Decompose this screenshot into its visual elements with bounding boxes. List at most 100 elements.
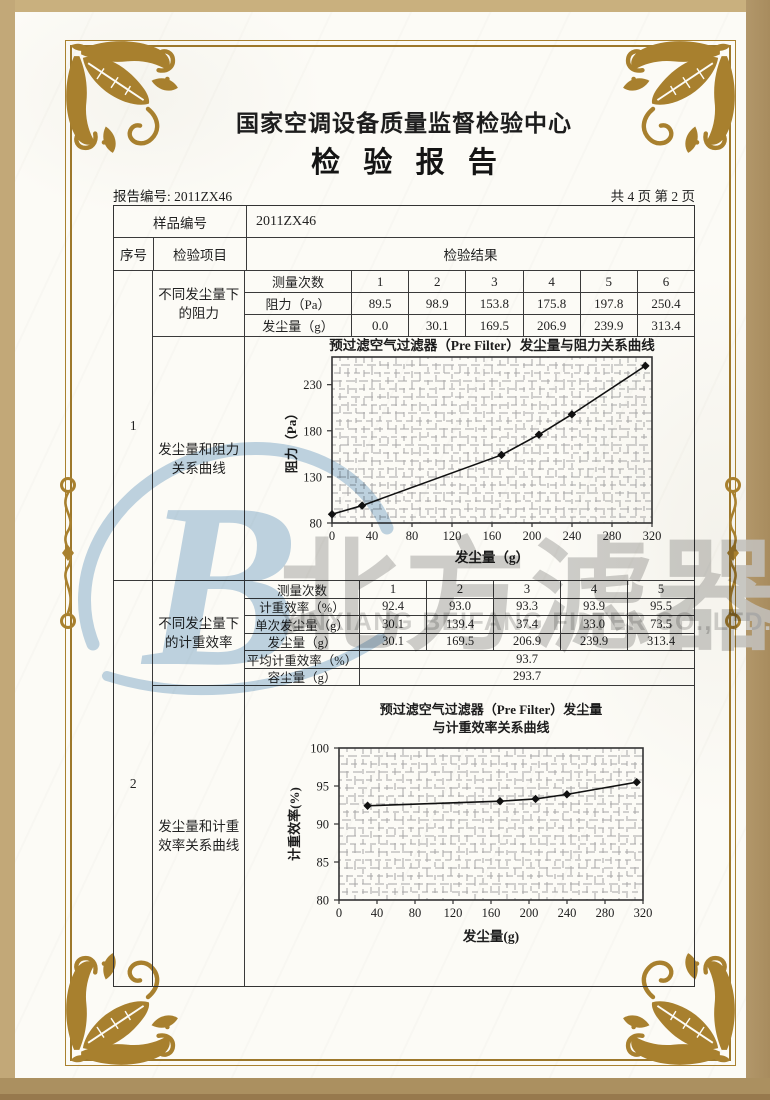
svg-text:预过滤空气过滤器（Pre Filter）发尘量: 预过滤空气过滤器（Pre Filter）发尘量 bbox=[380, 702, 603, 717]
subtable-cell: 3 bbox=[466, 271, 524, 292]
svg-text:230: 230 bbox=[303, 378, 322, 392]
subtable-cell: 169.5 bbox=[427, 633, 494, 650]
subtable-cell: 5 bbox=[581, 271, 638, 292]
report-number: 报告编号: 2011ZX46 bbox=[113, 189, 233, 204]
svg-text:280: 280 bbox=[596, 906, 615, 920]
table-header-row: 序号 检验项目 检验结果 bbox=[114, 238, 694, 271]
subtable-cell: 33.0 bbox=[561, 616, 628, 633]
side-scroll-ornament-icon bbox=[55, 465, 81, 641]
svg-text:预过滤空气过滤器（Pre Filter）发尘量与阻力关系曲线: 预过滤空气过滤器（Pre Filter）发尘量与阻力关系曲线 bbox=[329, 337, 655, 353]
subtable-row: 平均计重效率（%） 93.7 bbox=[245, 651, 694, 669]
report-meta: 报告编号: 2011ZX46 共 4 页 第 2 页 bbox=[113, 185, 695, 205]
subtable-cell: 6 bbox=[662, 273, 670, 289]
result-column: 测量次数 1 2 3 4 5 计重效率（%） 92.4 93.0 93.3 93.9 95.5 单次发尘… bbox=[245, 581, 694, 986]
subtable-cell: 5 bbox=[657, 581, 665, 596]
svg-text:200: 200 bbox=[523, 529, 542, 543]
subtable-cell: 153.8 bbox=[466, 293, 524, 314]
report-paper: 国家空调设备质量监督检验中心 检 验 报 告 报告编号: 2011ZX46 共 … bbox=[15, 12, 770, 1078]
column-header-item: 检验项目 bbox=[154, 238, 247, 270]
subtable-cell: 139.4 bbox=[427, 616, 494, 633]
subtable-cell: 197.8 bbox=[581, 293, 638, 314]
subtable-cell: 2 bbox=[409, 271, 467, 292]
subtable-row-label: 容尘量（g） bbox=[245, 668, 360, 685]
svg-text:180: 180 bbox=[303, 424, 322, 438]
table-section-1: 1 不同发尘量下的阻力 发尘量和阻力关系曲线 测量次数 1 2 3 4 5 6 阻力（Pa） 8… bbox=[114, 271, 694, 581]
svg-text:计重效率(%): 计重效率(%) bbox=[287, 787, 302, 861]
item-label: 发尘量和阻力关系曲线 bbox=[158, 441, 240, 476]
svg-text:85: 85 bbox=[317, 856, 330, 870]
subtable-cell: 98.9 bbox=[409, 293, 467, 314]
sample-no-value: 2011ZX46 bbox=[256, 213, 317, 229]
subtable-cell: 30.1 bbox=[409, 315, 467, 336]
subtable-cell: 93.9 bbox=[561, 598, 628, 615]
item-label: 不同发尘量下的计重效率 bbox=[153, 581, 244, 686]
corner-ornament-icon bbox=[60, 35, 192, 167]
column-header-seq: 序号 bbox=[114, 238, 154, 270]
subtable-cell: 89.5 bbox=[352, 293, 410, 314]
svg-text:0: 0 bbox=[329, 529, 335, 543]
svg-text:发尘量(g): 发尘量(g) bbox=[462, 928, 519, 944]
subtable-row-label: 测量次数 bbox=[245, 271, 352, 292]
subtable-cell: 313.4 bbox=[651, 317, 681, 333]
subtable-cell: 250.4 bbox=[651, 295, 681, 311]
subtable-row-label: 发尘量（g） bbox=[245, 315, 352, 336]
page-indicator: 共 4 页 第 2 页 bbox=[610, 189, 695, 204]
subtable-cell: 95.5 bbox=[650, 599, 672, 614]
subtable-row-label: 测量次数 bbox=[245, 581, 360, 598]
scan-edge-left bbox=[0, 0, 15, 1100]
certificate-frame bbox=[60, 40, 741, 1066]
svg-text:240: 240 bbox=[558, 906, 577, 920]
svg-text:130: 130 bbox=[303, 470, 322, 484]
svg-text:阻力（Pa）: 阻力（Pa） bbox=[284, 407, 299, 473]
svg-text:90: 90 bbox=[317, 818, 330, 832]
subtable-row: 发尘量（g） 0.0 30.1 169.5 206.9 239.9 313.4 bbox=[245, 315, 694, 337]
resistance-subtable: 测量次数 1 2 3 4 5 6 阻力（Pa） 89.5 98.9 153.8 175.8 197.8 2… bbox=[245, 271, 694, 337]
svg-text:160: 160 bbox=[482, 906, 501, 920]
subtable-merged-value: 293.7 bbox=[512, 669, 542, 684]
subtable-row-label: 计重效率（%） bbox=[245, 598, 360, 615]
svg-text:80: 80 bbox=[310, 517, 323, 531]
subtable-row: 发尘量（g） 30.1 169.5 206.9 239.9 313.4 bbox=[245, 633, 694, 651]
svg-text:240: 240 bbox=[563, 529, 582, 543]
subtable-cell: 0.0 bbox=[352, 315, 410, 336]
subtable-cell: 1 bbox=[360, 581, 427, 598]
scan-edge-right bbox=[746, 0, 770, 1100]
seq-number: 2 bbox=[114, 581, 154, 986]
svg-text:0: 0 bbox=[336, 906, 342, 920]
subtable-cell: 239.9 bbox=[581, 315, 638, 336]
corner-ornament-icon bbox=[60, 939, 192, 1071]
subtable-cell: 206.9 bbox=[524, 315, 581, 336]
svg-text:40: 40 bbox=[366, 529, 379, 543]
scan-edge-bottom bbox=[0, 1078, 770, 1100]
subtable-cell: 4 bbox=[561, 581, 628, 598]
svg-text:120: 120 bbox=[443, 529, 462, 543]
subtable-row: 测量次数 1 2 3 4 5 bbox=[245, 581, 694, 599]
svg-text:与计重效率关系曲线: 与计重效率关系曲线 bbox=[432, 720, 549, 735]
subtable-cell: 4 bbox=[524, 271, 581, 292]
org-title: 国家空调设备质量监督检验中心 bbox=[236, 111, 572, 136]
subtable-row-label: 平均计重效率（%） bbox=[245, 651, 360, 668]
page-title: 检 验 报 告 bbox=[311, 147, 505, 179]
svg-text:40: 40 bbox=[371, 906, 384, 920]
subtable-merged-value: 93.7 bbox=[516, 651, 538, 666]
subtable-cell: 92.4 bbox=[360, 598, 427, 615]
table-section-2: 2 不同发尘量下的计重效率 发尘量和计重效率关系曲线 测量次数 1 2 3 4 5 计重效率… bbox=[114, 581, 694, 986]
item-label: 发尘量和计重效率关系曲线 bbox=[158, 819, 240, 853]
subtable-cell: 1 bbox=[352, 271, 410, 292]
subtable-cell: 206.9 bbox=[494, 633, 561, 650]
scan-edge-top bbox=[0, 0, 770, 12]
item-column: 不同发尘量下的计重效率 发尘量和计重效率关系曲线 bbox=[153, 581, 245, 986]
subtable-cell: 313.4 bbox=[646, 634, 676, 649]
efficiency-chart: 0 40 80 120 160 200 240 280 320 80 85 90 95 100 预过滤空气过… bbox=[245, 686, 694, 986]
side-scroll-ornament-icon bbox=[720, 465, 746, 641]
subtable-row: 单次发尘量（g） 30.1 139.4 37.4 33.0 73.5 bbox=[245, 616, 694, 634]
svg-text:280: 280 bbox=[603, 529, 622, 543]
subtable-cell: 239.9 bbox=[561, 633, 628, 650]
svg-text:80: 80 bbox=[317, 894, 330, 908]
sample-no-label: 样品编号 bbox=[114, 206, 247, 237]
item-column: 不同发尘量下的阻力 发尘量和阻力关系曲线 bbox=[153, 271, 245, 580]
corner-ornament-icon bbox=[609, 939, 741, 1071]
efficiency-subtable: 测量次数 1 2 3 4 5 计重效率（%） 92.4 93.0 93.3 93.9 95.5 单次发尘… bbox=[245, 581, 694, 686]
subtable-row: 容尘量（g） 293.7 bbox=[245, 668, 694, 686]
subtable-cell: 93.0 bbox=[427, 598, 494, 615]
